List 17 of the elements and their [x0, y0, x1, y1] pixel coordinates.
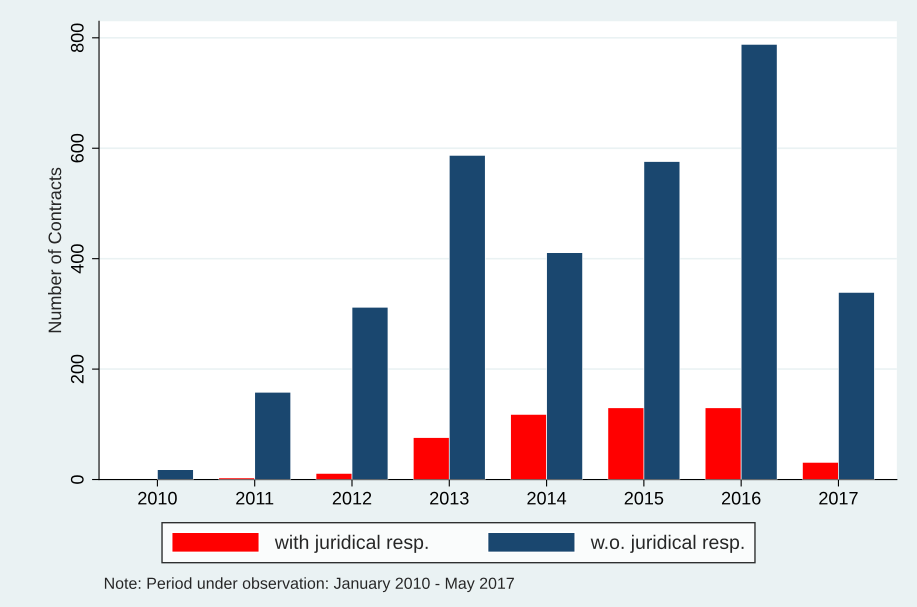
y-tick-label: 0	[70, 475, 84, 484]
x-tick-label: 2011	[236, 492, 274, 505]
y-tick-label: 200	[70, 354, 84, 384]
legend-label: with juridical resp.	[274, 534, 428, 553]
legend-label: w.o. juridical resp.	[590, 534, 744, 553]
x-tick-label: 2012	[332, 492, 372, 505]
x-tick-label: 2017	[819, 492, 858, 505]
x-tick-label: 2014	[527, 492, 566, 505]
x-tick-label: 2013	[430, 492, 469, 505]
y-tick-label: 400	[70, 244, 84, 274]
x-tick-label: 2016	[722, 492, 760, 505]
y-tick-label: 600	[70, 134, 84, 162]
y-tick-label: 800	[70, 23, 84, 52]
x-tick-label: 2015	[624, 492, 664, 505]
x-tick-label: 2010	[138, 492, 177, 505]
y-axis-title: Number of Contracts	[48, 168, 62, 332]
text: Note: Period under observation: January 2010 - May 2017	[104, 577, 514, 592]
